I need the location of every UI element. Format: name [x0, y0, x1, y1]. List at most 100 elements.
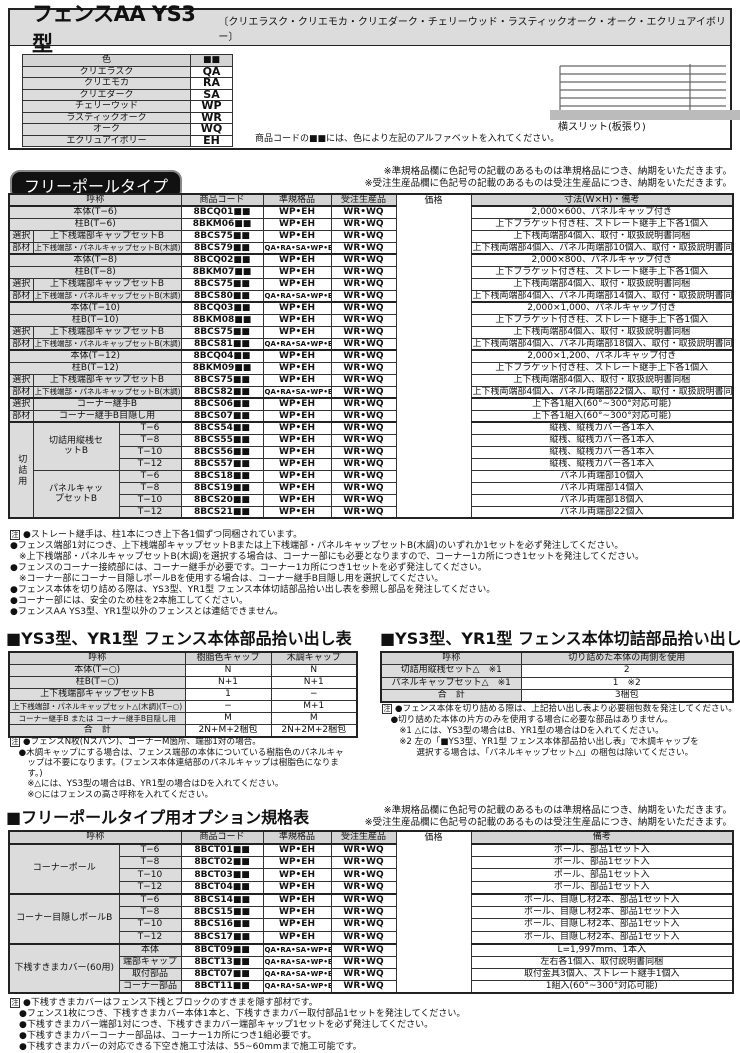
remarks: 2,000×800、パネルキャップ付き	[470, 253, 734, 267]
order-colors: WR•WQ	[330, 880, 397, 895]
order-colors: WR•WQ	[330, 241, 397, 255]
header-row: 呼称 切り詰めた本体の両側を使用	[380, 651, 734, 665]
price-cell	[395, 470, 472, 482]
side-label: 部材	[8, 241, 34, 255]
cut-subgroup-label: パネルキャップセットB	[32, 469, 120, 519]
fence-illustration	[550, 64, 740, 120]
option-group-label: 下桟すきまカバー(60用)	[8, 942, 120, 994]
quantity: −	[270, 688, 358, 701]
item-name: T−6	[118, 421, 182, 435]
order-colors: WR•WQ	[330, 277, 397, 291]
cut-group-label: 切詰用	[8, 421, 34, 519]
note-line: ップは不要になります。(フェンス本体連結部のパネルキャップは樹脂色になりま	[10, 758, 344, 769]
product-code: 8BCS15■■	[180, 905, 264, 920]
order-colors: WR•WQ	[330, 855, 397, 870]
standard-colors: WP•EH	[262, 265, 332, 279]
price-cell	[395, 314, 472, 326]
note-line: ※○にはフェンスの高さ呼称を入れてください。	[10, 790, 344, 801]
item-name: コーナー部品	[118, 980, 182, 994]
table-row: 柱B(T−6) 8BKM06■■ WP•EH WR•WQ 上下ブラケット付き柱、ストレー…	[8, 217, 734, 231]
product-code: 8BCT03■■	[180, 868, 264, 882]
remarks: 上下各1組入(60°~300°対応可能)	[470, 409, 734, 423]
note-text: す。)	[10, 768, 43, 779]
product-code: 8BCT09■■	[180, 942, 264, 957]
standard-colors: WP•EH	[262, 433, 332, 447]
standard-colors: WP•EH	[262, 905, 332, 920]
standard-colors: WP•EH	[262, 868, 332, 882]
note-line: ●フェンス1枚につき、下桟すきまカバー本体1本と、下桟すきまカバー取付部品1セッ…	[10, 1009, 465, 1020]
cut-table-notes: 注 ●フェンス本体を切り詰める際は、上記拾い出し表より必要梱包数を発注してください…	[382, 704, 737, 759]
item-name: 取付部品	[118, 967, 182, 982]
side-label: 部材	[8, 337, 34, 351]
standard-colors: WP•EH	[262, 325, 332, 339]
table-row: 合 計 2N+M+2梱包 2N+2M+2梱包	[8, 724, 358, 738]
quantity: 2N+2M+2梱包	[270, 724, 358, 738]
price-cell	[395, 956, 472, 969]
color-name: オーク	[22, 123, 191, 136]
standard-colors: WP•EH	[262, 481, 332, 495]
remarks: 2,000×600、パネルキャップ付き	[470, 205, 734, 219]
parts-pickup-table: 呼称 樹脂色キャップ 木調キャップ 本体(T−○) N N 柱B(T−○) N+1 N+1 上下桟…	[8, 651, 358, 738]
color-table: 色 ■■ クリエラスク QA クリエモカ RA クリエダーク SA チェリーウッド WP ラスティッ…	[22, 54, 233, 147]
standard-colors: WP•EH	[262, 855, 332, 870]
note-line: 注 ●ストレート継手は、柱1本につき上下各1個ずつ同梱されています。	[10, 530, 644, 541]
note-line: ※2 左の「■YS3型、YR1型 フェンス本体部品拾い出し表」で木調キャップを	[382, 737, 737, 748]
price-cell	[395, 980, 472, 994]
remarks: 取付金具3個入、ストレート継手1個入	[470, 967, 734, 982]
quantity: N	[184, 664, 272, 677]
price-cell	[395, 506, 472, 518]
item-name: 上下桟端部キャップセットB	[32, 373, 182, 387]
color-code: EH	[190, 134, 233, 147]
quantity: 2N+M+2梱包	[184, 724, 272, 738]
table-row: T−8 8BCS15■■ WP•EH WR•WQ ポール、目隠し材2本、部品1セット入	[9, 905, 734, 920]
quantity: 3梱包	[520, 689, 734, 703]
item-name: 上下桟端部・パネルキャップセットB(木調)	[32, 337, 182, 351]
item-name: 上下桟端部キャップセットB	[32, 325, 182, 339]
table-row: 柱B(T−10) 8BKM08■■ WP•EH WR•WQ 上下ブラケット付き柱、ストレ…	[8, 313, 734, 327]
price-cell	[395, 446, 472, 458]
header-row: 呼称 樹脂色キャップ 木調キャップ	[8, 651, 358, 665]
order-colors: WR•WQ	[330, 980, 397, 994]
remarks: 上下ブラケット付き柱、ストレート継手上下各1個入	[470, 361, 734, 375]
order-colors: WR•WQ	[330, 301, 397, 315]
standard-colors: QA•RA•SA•WP•EH	[262, 942, 332, 957]
standard-colors: WP•EH	[262, 445, 332, 459]
header-cell: 切り詰めた本体の両側を使用	[520, 651, 734, 665]
note-line: ※1 △には、YS3型の場合はB、YR1型の場合はDを入れてください。	[382, 726, 737, 737]
product-code: 8BCS56■■	[180, 445, 264, 459]
remarks: ポール、目隠し材2本、部品1セット入	[470, 892, 734, 907]
product-code: 8BCS54■■	[180, 421, 264, 435]
remarks: 上下ブラケット付き柱、ストレート継手上下各1個入	[470, 265, 734, 279]
price-cell	[395, 218, 472, 230]
order-colors: WR•WQ	[330, 421, 397, 435]
item-name: T−8	[118, 433, 182, 447]
item-name: T−12	[118, 505, 182, 519]
standard-colors: QA•RA•SA•WP•EH	[262, 980, 332, 994]
remarks: 上下桟両端部4個入、パネル両端部14個入、取付・取扱説明書同梱	[470, 289, 734, 303]
note-text: ※○にはフェンスの高さ呼称を入れてください。	[10, 789, 214, 800]
cut-table-title: ■YS3型、YR1型 フェンス本体切詰部品拾い出し表	[380, 629, 740, 648]
item-name: T−10	[118, 918, 182, 932]
table-row: コーナー継手B または コーナー継手B目隠し用 M M	[8, 712, 358, 725]
price-cell	[395, 458, 472, 470]
item-name: T−8	[118, 481, 182, 495]
standard-colors: WP•EH	[262, 493, 332, 507]
product-code: 8BKM07■■	[180, 265, 264, 279]
remarks: ポール、目隠し材2本、部品1セット入	[470, 930, 734, 945]
order-colors: WR•WQ	[330, 930, 397, 945]
table-row: 本体(T−10) 8BCQ03■■ WP•EH WR•WQ 2,000×1,000、パネ…	[8, 301, 734, 315]
remarks: 上下各1組入(60°~300°対応可能)	[470, 397, 734, 411]
option-group-label: コーナーポール	[8, 843, 120, 895]
table-row: 上下桟端部キャップセットB 1−	[8, 688, 358, 701]
table-row: 選択 上下桟端部キャップセットB 8BCS75■■ WP•EH WR•WQ 上下桟両端部4…	[8, 373, 734, 387]
order-colors: WR•WQ	[330, 289, 397, 303]
star-note: ※準規格品欄に色記号の記載のあるものは準規格品につき、納期をいただきます。	[383, 166, 732, 177]
item-name: 本体(T−8)	[8, 253, 182, 267]
product-code: 8BCT13■■	[180, 955, 264, 969]
item-name: 柱B(T−6)	[8, 217, 182, 231]
quantity: 1	[184, 688, 272, 701]
item-name: 上下桟端部キャップセットB	[32, 277, 182, 291]
product-code: 8BCS55■■	[180, 433, 264, 447]
table-row: 合 計 3梱包	[380, 689, 734, 703]
